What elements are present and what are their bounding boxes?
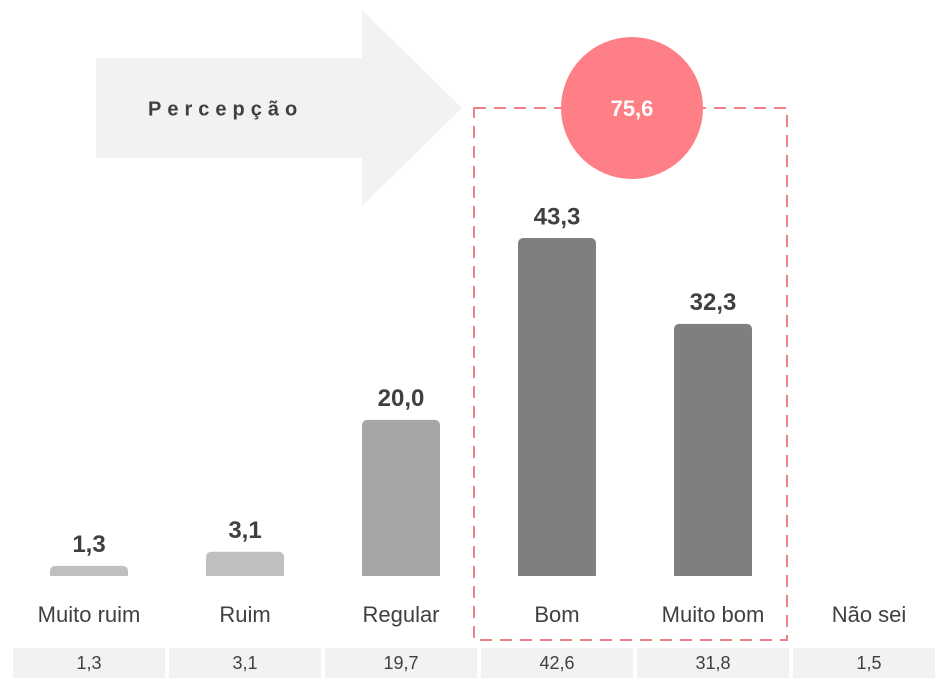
table-value: 42,6 <box>539 653 574 673</box>
data-label: 20,0 <box>378 385 425 412</box>
bar <box>518 238 596 576</box>
x-tick-label: Muito bom <box>662 602 765 627</box>
table-value: 19,7 <box>383 653 418 673</box>
data-label: 3,1 <box>228 517 261 544</box>
bar <box>50 565 128 576</box>
x-tick-label: Não sei <box>832 602 907 627</box>
bar <box>362 419 440 576</box>
data-label: 1,3 <box>72 531 105 558</box>
banner-arrow <box>96 10 462 206</box>
table-cell <box>793 648 935 678</box>
highlight-label: 75,6 <box>611 96 654 121</box>
x-tick-label: Regular <box>362 602 439 627</box>
highlight-circle <box>561 37 703 179</box>
table-cell <box>481 648 633 678</box>
table-cell <box>169 648 321 678</box>
table-cell <box>13 648 165 678</box>
table-value: 3,1 <box>232 653 257 673</box>
table-cell <box>637 648 789 678</box>
table-value: 1,3 <box>76 653 101 673</box>
data-label: 32,3 <box>690 289 737 316</box>
bar <box>206 551 284 576</box>
table-value: 1,5 <box>856 653 881 673</box>
table-cell <box>325 648 477 678</box>
x-tick-label: Ruim <box>219 602 270 627</box>
highlight-box <box>473 107 788 641</box>
bar <box>674 323 752 576</box>
table-value: 31,8 <box>695 653 730 673</box>
x-tick-label: Muito ruim <box>38 602 141 627</box>
data-label: 43,3 <box>534 203 581 230</box>
banner-text: Percepção <box>148 98 303 120</box>
x-tick-label: Bom <box>534 602 579 627</box>
